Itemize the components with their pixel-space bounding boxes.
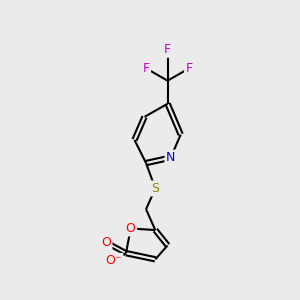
Text: O: O — [101, 236, 111, 249]
Text: N: N — [166, 151, 175, 164]
Text: F: F — [142, 62, 150, 75]
Text: F: F — [164, 44, 171, 56]
Text: S: S — [151, 182, 159, 195]
Text: O: O — [126, 222, 136, 235]
Text: O⁻: O⁻ — [106, 254, 122, 267]
Text: F: F — [186, 62, 193, 75]
